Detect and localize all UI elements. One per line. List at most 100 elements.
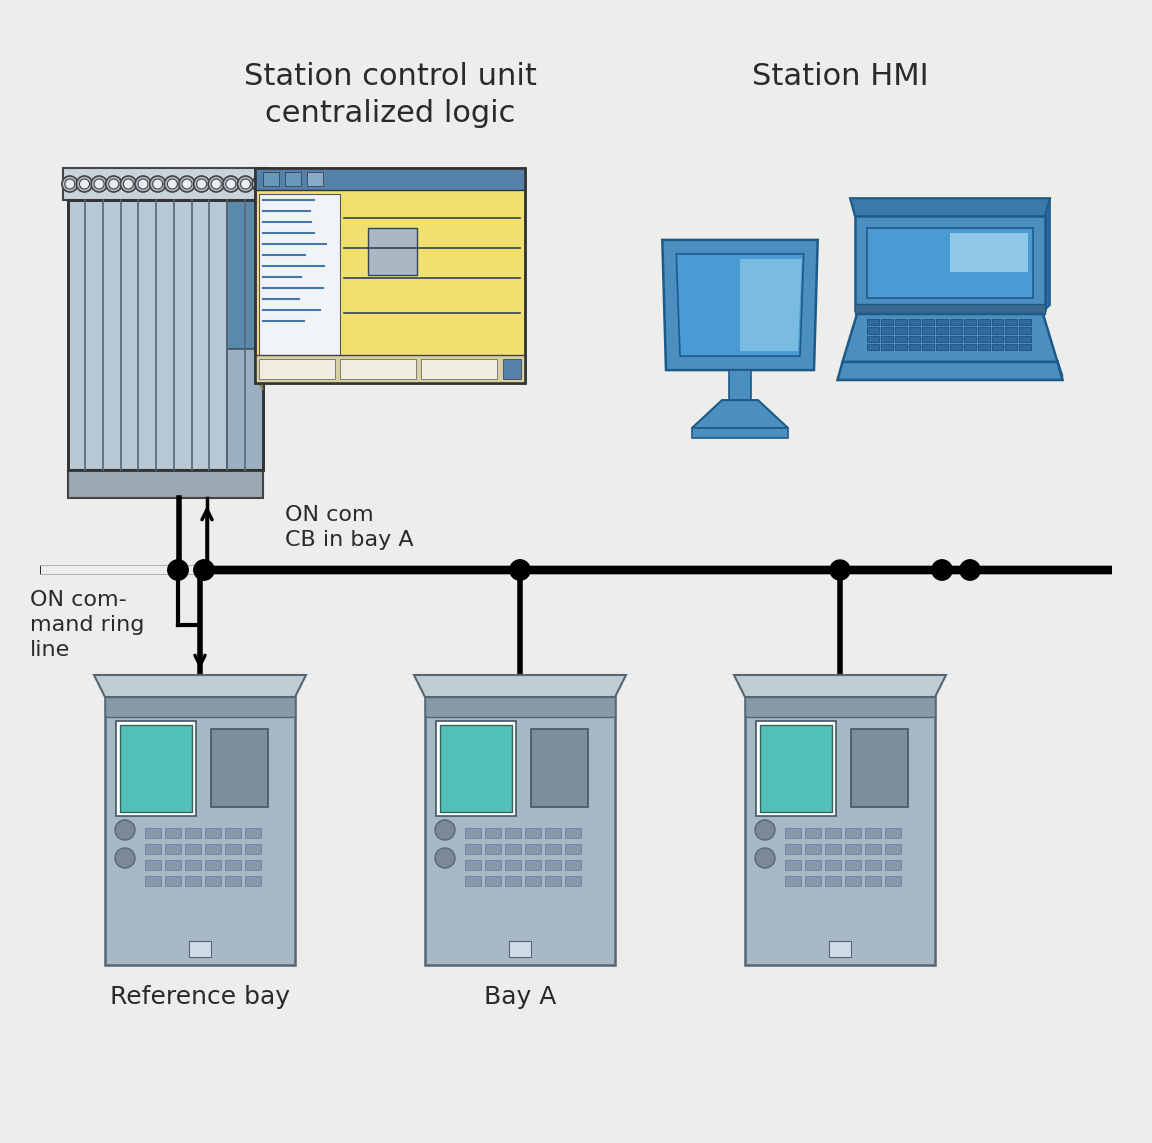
Bar bbox=[867, 319, 879, 326]
Bar bbox=[1020, 344, 1031, 350]
Bar bbox=[1006, 336, 1017, 342]
Circle shape bbox=[65, 179, 75, 189]
Bar bbox=[950, 327, 962, 334]
Bar bbox=[825, 876, 841, 886]
Circle shape bbox=[138, 179, 149, 189]
Bar bbox=[227, 349, 263, 470]
Bar bbox=[245, 876, 262, 886]
Bar bbox=[185, 876, 200, 886]
Bar bbox=[923, 327, 934, 334]
Circle shape bbox=[91, 176, 107, 192]
Bar bbox=[465, 876, 482, 886]
Polygon shape bbox=[692, 400, 788, 429]
Bar bbox=[145, 844, 161, 854]
Bar bbox=[245, 828, 262, 838]
Bar bbox=[881, 344, 893, 350]
Polygon shape bbox=[838, 362, 1062, 379]
Polygon shape bbox=[662, 240, 818, 370]
Bar bbox=[465, 844, 482, 854]
Bar bbox=[465, 828, 482, 838]
Bar bbox=[846, 844, 861, 854]
FancyBboxPatch shape bbox=[62, 168, 267, 200]
Circle shape bbox=[510, 560, 530, 580]
Polygon shape bbox=[1045, 198, 1049, 310]
Bar bbox=[867, 336, 879, 342]
Bar bbox=[881, 336, 893, 342]
Circle shape bbox=[123, 179, 134, 189]
Bar bbox=[978, 327, 990, 334]
Bar bbox=[505, 876, 521, 886]
Bar bbox=[909, 344, 920, 350]
Circle shape bbox=[79, 179, 90, 189]
Bar bbox=[692, 429, 788, 438]
Bar bbox=[525, 844, 541, 854]
Bar bbox=[851, 729, 909, 807]
Bar bbox=[805, 860, 821, 870]
Bar bbox=[205, 828, 221, 838]
Polygon shape bbox=[255, 286, 263, 390]
Bar bbox=[992, 336, 1003, 342]
Bar bbox=[485, 844, 501, 854]
Bar bbox=[881, 327, 893, 334]
Bar bbox=[420, 359, 497, 378]
Circle shape bbox=[94, 179, 104, 189]
Bar bbox=[564, 828, 581, 838]
Bar bbox=[1006, 327, 1017, 334]
Bar bbox=[923, 336, 934, 342]
Bar bbox=[68, 200, 263, 470]
Bar bbox=[867, 327, 879, 334]
Bar bbox=[259, 359, 334, 378]
Bar bbox=[846, 860, 861, 870]
Bar bbox=[846, 876, 861, 886]
Bar bbox=[1020, 336, 1031, 342]
Bar bbox=[895, 336, 907, 342]
Circle shape bbox=[960, 560, 980, 580]
Bar bbox=[867, 344, 879, 350]
Bar bbox=[729, 370, 751, 400]
Bar bbox=[895, 319, 907, 326]
Bar bbox=[185, 860, 200, 870]
Circle shape bbox=[168, 560, 188, 580]
Bar bbox=[756, 721, 836, 816]
Polygon shape bbox=[855, 216, 1045, 310]
Circle shape bbox=[179, 176, 195, 192]
Bar bbox=[259, 193, 340, 359]
Bar bbox=[950, 344, 962, 350]
Bar bbox=[505, 860, 521, 870]
Bar bbox=[885, 876, 901, 886]
Bar bbox=[425, 697, 615, 965]
Circle shape bbox=[510, 560, 530, 580]
Bar bbox=[255, 354, 525, 383]
Circle shape bbox=[194, 560, 214, 580]
Circle shape bbox=[237, 176, 253, 192]
Bar bbox=[1020, 327, 1031, 334]
Bar bbox=[525, 828, 541, 838]
Circle shape bbox=[197, 179, 206, 189]
Bar bbox=[255, 168, 525, 190]
Bar bbox=[68, 200, 263, 470]
Bar bbox=[263, 171, 279, 185]
Circle shape bbox=[435, 820, 455, 840]
Bar bbox=[105, 697, 295, 717]
Circle shape bbox=[62, 176, 78, 192]
Bar bbox=[505, 828, 521, 838]
Bar bbox=[885, 828, 901, 838]
Bar bbox=[145, 828, 161, 838]
Circle shape bbox=[135, 176, 151, 192]
Bar bbox=[369, 227, 417, 275]
Bar bbox=[245, 860, 262, 870]
Polygon shape bbox=[676, 254, 804, 357]
Bar bbox=[867, 229, 1033, 298]
Bar bbox=[937, 336, 948, 342]
Bar bbox=[505, 844, 521, 854]
Bar bbox=[205, 844, 221, 854]
Bar bbox=[105, 697, 295, 965]
Bar bbox=[255, 168, 525, 383]
Bar bbox=[227, 200, 263, 349]
Bar bbox=[992, 327, 1003, 334]
Bar bbox=[437, 721, 516, 816]
Bar bbox=[205, 876, 221, 886]
Circle shape bbox=[194, 176, 210, 192]
Circle shape bbox=[167, 179, 177, 189]
Bar bbox=[165, 844, 181, 854]
